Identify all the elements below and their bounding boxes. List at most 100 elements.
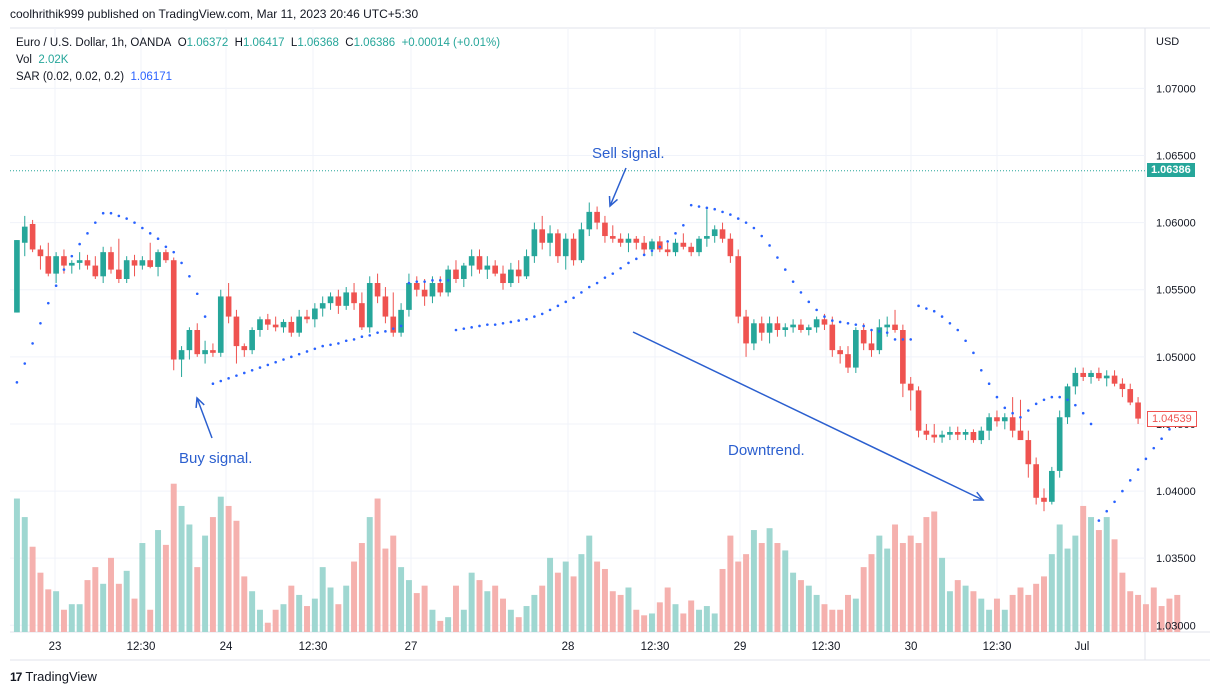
- sar-dot: [1105, 509, 1109, 513]
- candle-body: [860, 330, 867, 344]
- candle-body: [1009, 417, 1016, 431]
- legend-symbol[interactable]: Euro / U.S. Dollar, 1h, OANDA: [16, 37, 172, 49]
- candle-body: [798, 324, 804, 330]
- sar-dot: [979, 368, 983, 372]
- candle-body: [45, 256, 52, 274]
- candle-body: [116, 269, 122, 279]
- candle-body: [954, 432, 961, 435]
- volume-bar: [311, 598, 318, 632]
- sar-dot: [768, 244, 771, 247]
- sar-dot: [54, 284, 58, 288]
- volume-bar: [194, 567, 201, 632]
- sar-dot: [156, 237, 160, 241]
- candle-body: [907, 383, 914, 391]
- candle-body: [68, 262, 75, 266]
- volume-bar: [899, 543, 906, 632]
- candle-body: [586, 211, 593, 230]
- candle-body: [562, 238, 569, 257]
- volume-bar: [484, 591, 491, 632]
- candle-body: [1041, 497, 1047, 502]
- candle-body: [304, 316, 310, 320]
- candle-body: [296, 316, 302, 333]
- candle-body: [594, 211, 600, 223]
- sar-dot: [431, 279, 434, 282]
- sar-dot: [423, 280, 426, 283]
- sar-dot: [31, 342, 34, 345]
- candle-body: [680, 242, 687, 247]
- volume-bar: [649, 613, 655, 632]
- candle-body: [633, 238, 640, 243]
- sar-dot: [587, 285, 591, 289]
- sar-dot: [799, 291, 803, 294]
- sar-dot: [23, 362, 27, 365]
- candle-body: [76, 260, 83, 263]
- sar-dot: [815, 308, 818, 312]
- candle-body: [704, 236, 710, 239]
- candle-body: [390, 316, 397, 333]
- sar-dot: [525, 317, 528, 321]
- legend-sar-label[interactable]: SAR (0.02, 0.02, 0.2): [16, 71, 125, 83]
- candle-body: [837, 350, 843, 355]
- candle-body: [766, 323, 773, 333]
- candle-body: [131, 260, 138, 266]
- sar-dot: [572, 296, 575, 300]
- volume-bar: [335, 604, 342, 632]
- candle-body: [186, 330, 193, 351]
- candle-body: [829, 324, 836, 351]
- candle-body: [170, 260, 177, 360]
- legend-high: 1.06417: [242, 37, 285, 49]
- candle-body: [194, 330, 201, 355]
- legend-volume-row: Vol 2.02K: [16, 52, 500, 69]
- sar-dot: [282, 358, 285, 361]
- candle-body: [813, 319, 820, 328]
- sar-dot: [493, 323, 497, 326]
- sar-dot: [39, 321, 42, 325]
- volume-bar: [766, 528, 773, 632]
- volume-bar: [907, 535, 914, 632]
- volume-bar: [452, 585, 459, 632]
- candle-body: [1001, 417, 1008, 422]
- sar-dot: [517, 319, 520, 322]
- candle-body: [515, 269, 522, 277]
- sar-dot: [258, 366, 262, 369]
- volume-bar: [1017, 587, 1024, 632]
- volume-bar: [429, 609, 436, 632]
- footer-brand-text: TradingView: [25, 669, 97, 684]
- sar-dot: [783, 268, 787, 271]
- volume-bar: [358, 543, 365, 632]
- volume-bar: [390, 535, 397, 632]
- sar-dot: [705, 206, 709, 210]
- sar-dot: [635, 257, 638, 261]
- volume-bar: [131, 598, 138, 632]
- candle-body: [453, 269, 459, 279]
- volume-bar: [672, 604, 679, 632]
- volume-bar: [696, 609, 703, 632]
- sar-dot: [274, 360, 277, 364]
- candle-body: [751, 323, 757, 344]
- y-tick-label: 1.06000: [1156, 218, 1196, 230]
- sar-dot: [862, 324, 865, 328]
- sell-signal-arrow-shaft: [609, 167, 627, 207]
- legend-vol-label[interactable]: Vol: [16, 54, 32, 66]
- sar-dot: [1081, 411, 1085, 415]
- candle-body: [100, 252, 106, 277]
- candle-body: [14, 240, 20, 313]
- footer-brand[interactable]: 17 TradingView: [10, 669, 97, 684]
- candle-body: [366, 283, 373, 328]
- candle-body: [805, 327, 812, 330]
- candle-body: [37, 249, 44, 257]
- sar-dot: [15, 381, 19, 384]
- volume-bar: [68, 604, 75, 632]
- candle-body: [374, 283, 381, 297]
- sar-dot: [148, 232, 152, 235]
- candle-body: [92, 265, 99, 277]
- volume-bar: [1009, 594, 1016, 632]
- candle-body: [1049, 470, 1055, 502]
- volume-bar: [790, 572, 797, 632]
- volume-bar: [970, 591, 977, 632]
- volume-bar: [202, 535, 209, 632]
- volume-bar: [719, 568, 726, 632]
- candle-body: [609, 236, 616, 239]
- volume-bar: [813, 594, 820, 632]
